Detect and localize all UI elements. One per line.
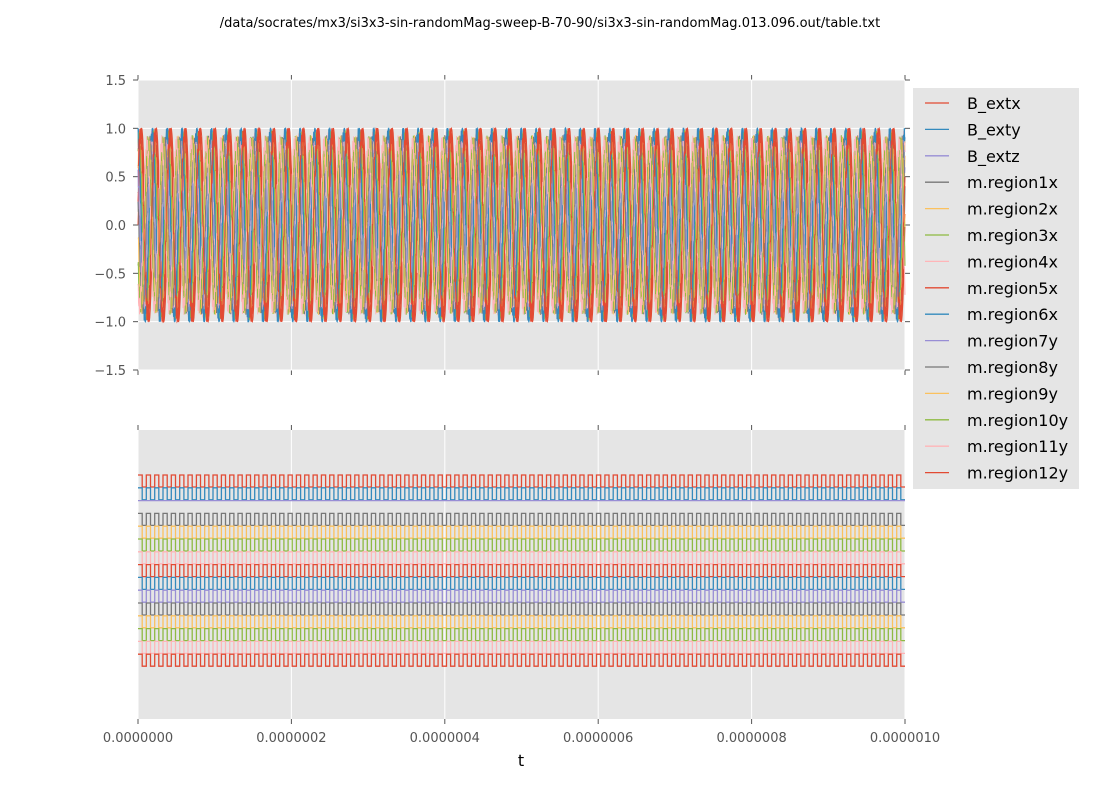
series-row-m.region8y — [138, 602, 905, 616]
legend-label: m.region2x — [967, 200, 1058, 219]
series-row-m.region2x — [138, 525, 905, 539]
y-tick-label: −1.5 — [94, 364, 126, 379]
legend-box — [913, 88, 1079, 489]
x-tick-label: 0.0000000 — [103, 731, 173, 746]
x-axis-label: t — [518, 751, 524, 770]
legend-label: B_extz — [967, 147, 1020, 167]
x-tick-label: 0.0000004 — [410, 731, 480, 746]
series-row-m.region7y — [138, 589, 905, 603]
chart-title: /data/socrates/mx3/si3x3-sin-randomMag-s… — [220, 16, 880, 31]
legend-label: m.region8y — [967, 358, 1058, 377]
series-row-m.region5x — [138, 563, 905, 578]
bottom-axes — [137, 425, 906, 724]
series-row-m.region10y — [138, 627, 905, 642]
legend-label: m.region10y — [967, 411, 1068, 430]
y-tick-label: −0.5 — [94, 267, 126, 282]
y-tick-label: 1.0 — [105, 122, 126, 137]
series-row-m.region6x — [138, 576, 905, 591]
series-row-B_exty — [138, 487, 905, 501]
x-tick-label: 0.0000002 — [256, 731, 326, 746]
series-line-m.region11y — [137, 135, 906, 315]
series-row-B_extx — [138, 474, 905, 488]
y-tick-label: 0.5 — [105, 171, 126, 186]
legend-label: m.region1x — [967, 173, 1058, 192]
legend-label: m.region5x — [967, 279, 1058, 298]
legend-label: B_exty — [967, 120, 1021, 140]
top-axes: 1.5 1.0 0.5 0.0 −0.5 −1.0 −1.5 — [94, 74, 910, 379]
legend-label: m.region7y — [967, 332, 1058, 351]
y-tick-label: 0.0 — [105, 219, 126, 234]
series-row-m.region12y — [138, 653, 905, 667]
x-tick-label: 0.0000008 — [716, 731, 786, 746]
series-row-m.region3x — [138, 538, 905, 552]
legend: B_extx B_exty B_extz m.region1x m.region2x m.… — [913, 88, 1079, 489]
x-tick-labels: 0.0000000 0.0000002 0.0000004 0.0000006 0.00… — [103, 731, 940, 746]
series-row-m.region1x — [138, 512, 905, 527]
legend-label: m.region4x — [967, 252, 1058, 271]
y-tick-label: 1.5 — [105, 74, 126, 89]
legend-label: m.region3x — [967, 226, 1058, 245]
legend-label: B_extx — [967, 94, 1021, 114]
series-row-m.region9y — [138, 615, 905, 629]
x-tick-label: 0.0000010 — [870, 731, 940, 746]
series-line-m.region12y — [137, 127, 906, 324]
legend-label: m.region11y — [967, 437, 1068, 456]
series-row-m.region4x — [138, 551, 905, 565]
legend-label: m.region9y — [967, 384, 1058, 403]
x-tick-label: 0.0000006 — [563, 731, 633, 746]
legend-label: m.region12y — [967, 464, 1068, 483]
series-row-m.region11y — [138, 640, 905, 655]
legend-label: m.region6x — [967, 305, 1058, 324]
y-tick-label: −1.0 — [94, 316, 126, 331]
